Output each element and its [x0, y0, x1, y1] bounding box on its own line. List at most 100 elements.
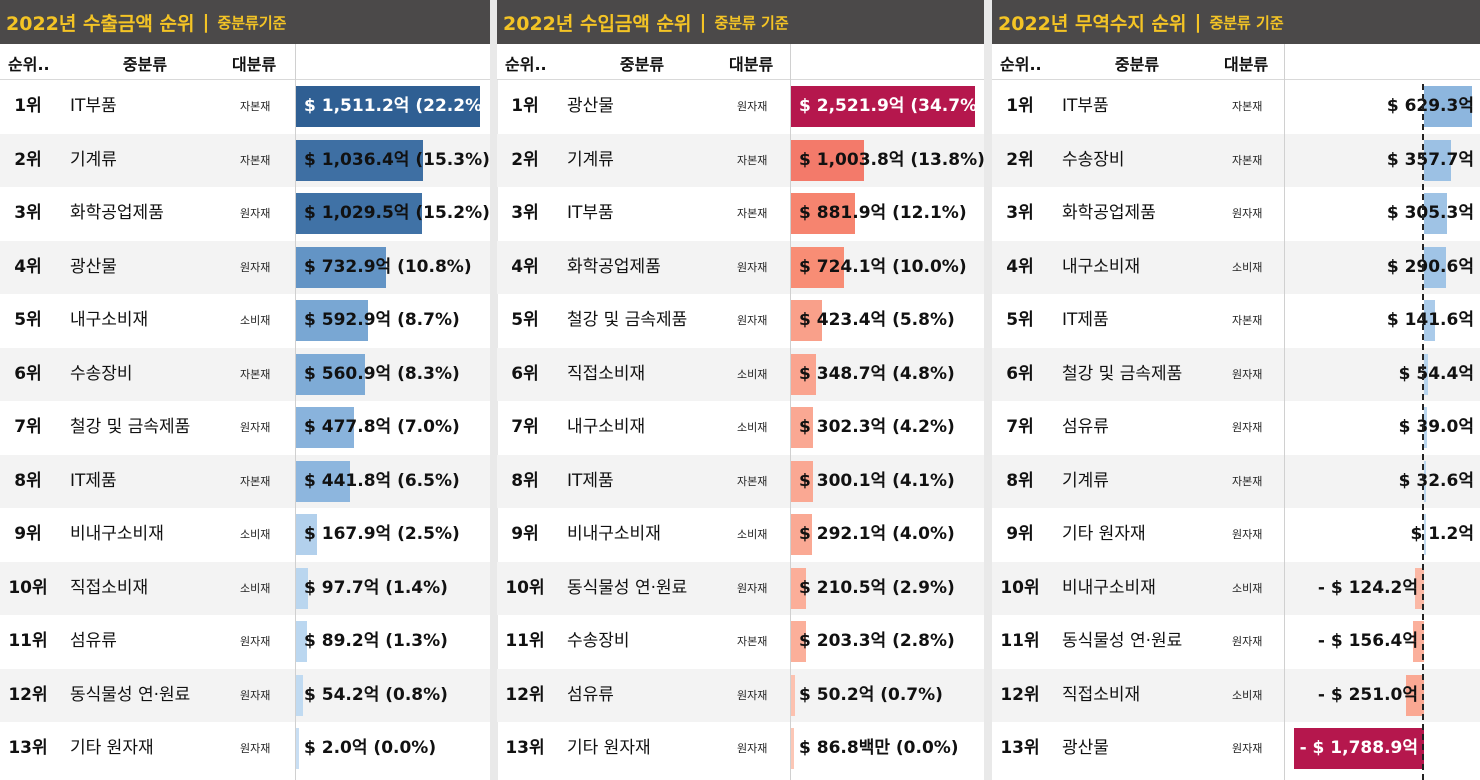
value-label: $ 305.3억 — [1386, 203, 1474, 223]
table-row[interactable]: 9위 기타 원자재 원자재 $ 1.2억 — [992, 508, 1480, 562]
rank-cell: 2위 — [1006, 149, 1034, 170]
panel-title: 2022년 무역수지 순위 — [998, 12, 1187, 35]
table-row[interactable]: 10위 동식물성 연·원료 원자재 $ 210.5억 (2.9%) — [497, 561, 984, 615]
major-category-cell: 자본재 — [240, 474, 271, 488]
mid-category-cell: 기타 원자재 — [1062, 524, 1146, 544]
major-category-cell: 원자재 — [240, 742, 271, 755]
table-row[interactable]: 10위 비내구소비재 소비재 - $ 124.2억 — [992, 561, 1480, 615]
value-label: $ 1.2억 — [1410, 524, 1474, 544]
major-category-cell: 자본재 — [737, 635, 768, 648]
table-row[interactable]: 2위 기계류 자본재 $ 1,036.4억 (15.3%) — [0, 133, 490, 187]
table-row[interactable]: 11위 동식물성 연·원료 원자재 - $ 156.4억 — [992, 615, 1480, 669]
table-row[interactable]: 12위 직접소비재 소비재 - $ 251.0억 — [992, 668, 1480, 722]
table-row[interactable]: 6위 수송장비 자본재 $ 560.9억 (8.3%) — [0, 347, 490, 401]
value-label: $ 167.9억 (2.5%) — [304, 524, 460, 544]
rank-cell: 9위 — [14, 524, 42, 544]
major-category-cell: 원자재 — [737, 100, 768, 113]
mid-category-cell: 기타 원자재 — [567, 738, 651, 758]
trade-balance-ranking-panel: 2022년 무역수지 순위 | 중분류 기준 순위.. 중분류 대분류 1위 IT… — [992, 0, 1480, 780]
major-category-cell: 자본재 — [1232, 474, 1263, 488]
value-bar — [1424, 86, 1472, 127]
column-header-mid-category[interactable]: 중분류 — [619, 55, 665, 74]
table-row[interactable]: 3위 IT부품 자본재 $ 881.9억 (12.1%) — [497, 187, 984, 241]
major-category-cell: 자본재 — [737, 474, 768, 488]
column-header-major-category[interactable]: 대분류 — [1224, 55, 1269, 74]
table-row[interactable]: 7위 철강 및 금속제품 원자재 $ 477.8억 (7.0%) — [0, 401, 490, 455]
value-label: $ 210.5억 (2.9%) — [799, 577, 955, 598]
major-category-cell: 소비재 — [1232, 688, 1263, 702]
table-row[interactable]: 5위 철강 및 금속제품 원자재 $ 423.4억 (5.8%) — [497, 294, 984, 348]
table-row[interactable]: 10위 직접소비재 소비재 $ 97.7억 (1.4%) — [0, 561, 490, 615]
value-bar — [296, 460, 350, 502]
mid-category-cell: 직접소비재 — [567, 363, 646, 384]
mid-category-cell: 기타 원자재 — [70, 738, 154, 758]
table-row[interactable]: 12위 동식물성 연·원료 원자재 $ 54.2억 (0.8%) — [0, 668, 490, 722]
table-row[interactable]: 8위 IT제품 자본재 $ 300.1억 (4.1%) — [497, 454, 984, 508]
column-header-rank[interactable]: 순위.. — [8, 55, 50, 74]
value-label: $ 300.1억 (4.1%) — [799, 470, 955, 491]
table-row[interactable]: 2위 수송장비 자본재 $ 357.7억 — [992, 133, 1480, 187]
mid-category-cell: 비내구소비재 — [70, 524, 164, 544]
table-row[interactable]: 13위 기타 원자재 원자재 $ 86.8백만 (0.0%) — [497, 722, 984, 776]
value-bar — [1424, 407, 1427, 448]
value-label: $ 348.7억 (4.8%) — [799, 363, 955, 384]
column-header-rank[interactable]: 순위.. — [1000, 55, 1042, 74]
rank-cell: 13위 — [505, 738, 545, 758]
mid-category-cell: 광산물 — [70, 256, 117, 277]
column-header-mid-category[interactable]: 중분류 — [122, 55, 168, 74]
table-row[interactable]: 3위 화학공업제품 원자재 $ 305.3억 — [992, 187, 1480, 241]
mid-category-cell: IT부품 — [567, 203, 614, 223]
table-row[interactable]: 2위 기계류 자본재 $ 1,003.8억 (13.8%) — [497, 133, 985, 187]
mid-category-cell: 직접소비재 — [1062, 684, 1141, 705]
table-row[interactable]: 12위 섬유류 원자재 $ 50.2억 (0.7%) — [497, 668, 984, 722]
table-row[interactable]: 9위 비내구소비재 소비재 $ 292.1억 (4.0%) — [497, 508, 984, 562]
table-row[interactable]: 3위 화학공업제품 원자재 $ 1,029.5억 (15.2%) — [0, 187, 490, 241]
rank-cell: 12위 — [505, 684, 545, 705]
table-row[interactable]: 1위 IT부품 자본재 $ 629.3억 — [992, 80, 1480, 134]
rank-cell: 8위 — [14, 470, 42, 491]
table-row[interactable]: 8위 기계류 자본재 $ 32.6억 — [992, 454, 1480, 508]
column-header-mid-category[interactable]: 중분류 — [1114, 55, 1160, 74]
table-row[interactable]: 4위 내구소비재 소비재 $ 290.6억 — [992, 240, 1480, 294]
mid-category-cell: 섬유류 — [1062, 417, 1109, 437]
value-label: $ 357.7억 — [1386, 149, 1474, 170]
major-category-cell: 원자재 — [737, 742, 768, 755]
column-header-rank[interactable]: 순위.. — [505, 55, 547, 74]
rank-cell: 5위 — [511, 310, 539, 330]
panel-gap — [984, 0, 992, 780]
table-row[interactable]: 1위 광산물 원자재 $ 2,521.9억 (34.7%) — [497, 80, 985, 134]
table-row[interactable]: 4위 광산물 원자재 $ 732.9억 (10.8%) — [0, 240, 490, 294]
table-row[interactable]: 4위 화학공업제품 원자재 $ 724.1억 (10.0%) — [497, 240, 984, 294]
rank-cell: 12위 — [8, 684, 48, 705]
mid-category-cell: 동식물성 연·원료 — [1062, 631, 1183, 651]
value-label: $ 39.0억 — [1398, 417, 1474, 437]
table-row[interactable]: 7위 섬유류 원자재 $ 39.0억 — [992, 401, 1480, 455]
table-row[interactable]: 11위 섬유류 원자재 $ 89.2억 (1.3%) — [0, 615, 490, 669]
table-row[interactable]: 5위 내구소비재 소비재 $ 592.9억 (8.7%) — [0, 294, 490, 348]
title-separator: | — [699, 11, 707, 33]
table-row[interactable]: 1위 IT부품 자본재 $ 1,511.2억 (22.2%) — [0, 80, 490, 134]
column-header-major-category[interactable]: 대분류 — [232, 55, 277, 74]
table-row[interactable]: 6위 철강 및 금속제품 원자재 $ 54.4억 — [992, 347, 1480, 401]
table-row[interactable]: 7위 내구소비재 소비재 $ 302.3억 (4.2%) — [497, 401, 984, 455]
table-row[interactable]: 6위 직접소비재 소비재 $ 348.7억 (4.8%) — [497, 347, 984, 401]
table-row[interactable]: 13위 기타 원자재 원자재 $ 2.0억 (0.0%) — [0, 722, 490, 776]
mid-category-cell: 섬유류 — [70, 631, 117, 651]
table-row[interactable]: 8위 IT제품 자본재 $ 441.8억 (6.5%) — [0, 454, 490, 508]
table-row[interactable]: 5위 IT제품 자본재 $ 141.6억 — [992, 294, 1480, 348]
table-row[interactable]: 9위 비내구소비재 소비재 $ 167.9억 (2.5%) — [0, 508, 490, 562]
value-bar — [791, 86, 975, 127]
value-label: $ 477.8억 (7.0%) — [304, 417, 460, 437]
value-label: $ 1,511.2억 (22.2%) — [304, 96, 490, 116]
major-category-cell: 소비재 — [1232, 260, 1263, 274]
mid-category-cell: 비내구소비재 — [1062, 577, 1156, 598]
mid-category-cell: 내구소비재 — [1062, 256, 1141, 277]
value-bar — [296, 300, 369, 341]
major-category-cell: 자본재 — [737, 153, 768, 167]
rank-cell: 5위 — [1006, 310, 1034, 330]
rank-cell: 4위 — [1006, 256, 1034, 277]
table-row[interactable]: 13위 광산물 원자재 - $ 1,788.9억 — [992, 722, 1480, 776]
value-bar — [791, 460, 813, 502]
column-header-major-category[interactable]: 대분류 — [729, 55, 774, 74]
table-row[interactable]: 11위 수송장비 자본재 $ 203.3억 (2.8%) — [497, 615, 984, 669]
